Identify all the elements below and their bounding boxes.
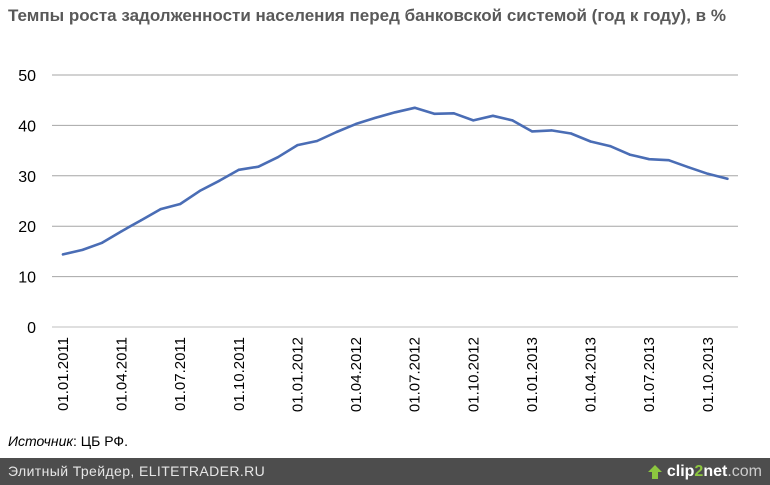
x-tick-label: 01.04.2011 bbox=[114, 337, 131, 411]
series-group bbox=[61, 106, 729, 256]
data-point bbox=[687, 166, 690, 169]
x-tick-label: 01.10.2012 bbox=[465, 337, 482, 412]
data-point bbox=[296, 143, 299, 147]
series-line bbox=[61, 106, 729, 256]
data-point bbox=[393, 111, 397, 114]
x-tick-label: 01.01.2012 bbox=[289, 337, 306, 412]
x-tick-label: 01.04.2013 bbox=[583, 337, 600, 412]
data-point bbox=[511, 119, 514, 122]
brand-logo: clip2net.com bbox=[646, 461, 762, 482]
arrow-up-icon bbox=[647, 464, 662, 479]
grid-lines bbox=[52, 74, 738, 328]
x-tick-label: 01.01.2013 bbox=[524, 337, 541, 412]
data-point bbox=[491, 114, 495, 118]
data-point bbox=[354, 122, 358, 126]
data-point bbox=[159, 207, 162, 211]
data-point bbox=[569, 132, 573, 135]
data-point bbox=[100, 241, 104, 245]
data-point bbox=[472, 119, 475, 122]
brand-text: clip2net.com bbox=[666, 462, 762, 480]
y-tick-label: 30 bbox=[18, 169, 36, 186]
data-point bbox=[667, 158, 670, 162]
data-point bbox=[218, 179, 221, 183]
y-tick-label: 40 bbox=[18, 118, 36, 135]
data-point bbox=[413, 106, 416, 109]
x-axis-ticks: 01.01.2011 01.04.2011 01.07.2011 01.10.2011… bbox=[55, 337, 717, 412]
y-tick-label: 10 bbox=[18, 270, 36, 287]
data-point bbox=[335, 130, 338, 134]
footer-text: Элитный Трейдер, ELITETRADER.RU bbox=[8, 463, 266, 479]
data-point bbox=[120, 230, 123, 233]
data-point bbox=[179, 202, 182, 206]
x-tick-label: 01.07.2011 bbox=[172, 337, 189, 411]
data-point bbox=[648, 157, 651, 161]
y-tick-label: 0 bbox=[27, 320, 36, 337]
line-chart: 0 10 20 30 40 50 01.01.2011 01.04.2011 01.07.20… bbox=[18, 68, 738, 412]
data-point bbox=[452, 112, 455, 115]
data-point bbox=[237, 168, 241, 171]
x-tick-label: 01.10.2013 bbox=[700, 337, 717, 412]
data-point bbox=[726, 177, 729, 181]
data-point bbox=[139, 218, 143, 222]
data-point bbox=[433, 112, 436, 116]
data-point bbox=[550, 129, 553, 132]
data-point bbox=[315, 139, 319, 143]
data-point bbox=[608, 144, 612, 148]
data-point bbox=[589, 140, 592, 143]
data-point bbox=[374, 116, 377, 120]
y-tick-label: 20 bbox=[18, 219, 36, 236]
y-axis-ticks: 0 10 20 30 40 50 bbox=[18, 68, 36, 337]
x-tick-label: 01.07.2012 bbox=[407, 337, 424, 412]
y-tick-label: 50 bbox=[18, 68, 36, 85]
x-tick-label: 01.04.2012 bbox=[348, 337, 365, 412]
chart-title: Темпы роста задолженности населения пере… bbox=[8, 6, 726, 25]
x-tick-label: 01.07.2013 bbox=[641, 337, 658, 412]
data-point bbox=[257, 165, 260, 168]
data-point bbox=[61, 253, 65, 256]
data-point bbox=[81, 248, 84, 252]
x-tick-label: 01.01.2011 bbox=[55, 337, 72, 411]
footer-bar: Элитный Трейдер, ELITETRADER.RU clip2net… bbox=[0, 458, 770, 485]
data-point bbox=[530, 130, 534, 133]
source-value: : ЦБ РФ. bbox=[73, 433, 128, 449]
data-point bbox=[198, 189, 201, 193]
x-tick-label: 01.10.2011 bbox=[231, 337, 248, 411]
data-point bbox=[628, 153, 631, 156]
data-point bbox=[706, 172, 710, 175]
source-label: Источник bbox=[8, 433, 74, 449]
source-note: Источник: ЦБ РФ. bbox=[8, 433, 128, 449]
data-point bbox=[276, 155, 280, 159]
